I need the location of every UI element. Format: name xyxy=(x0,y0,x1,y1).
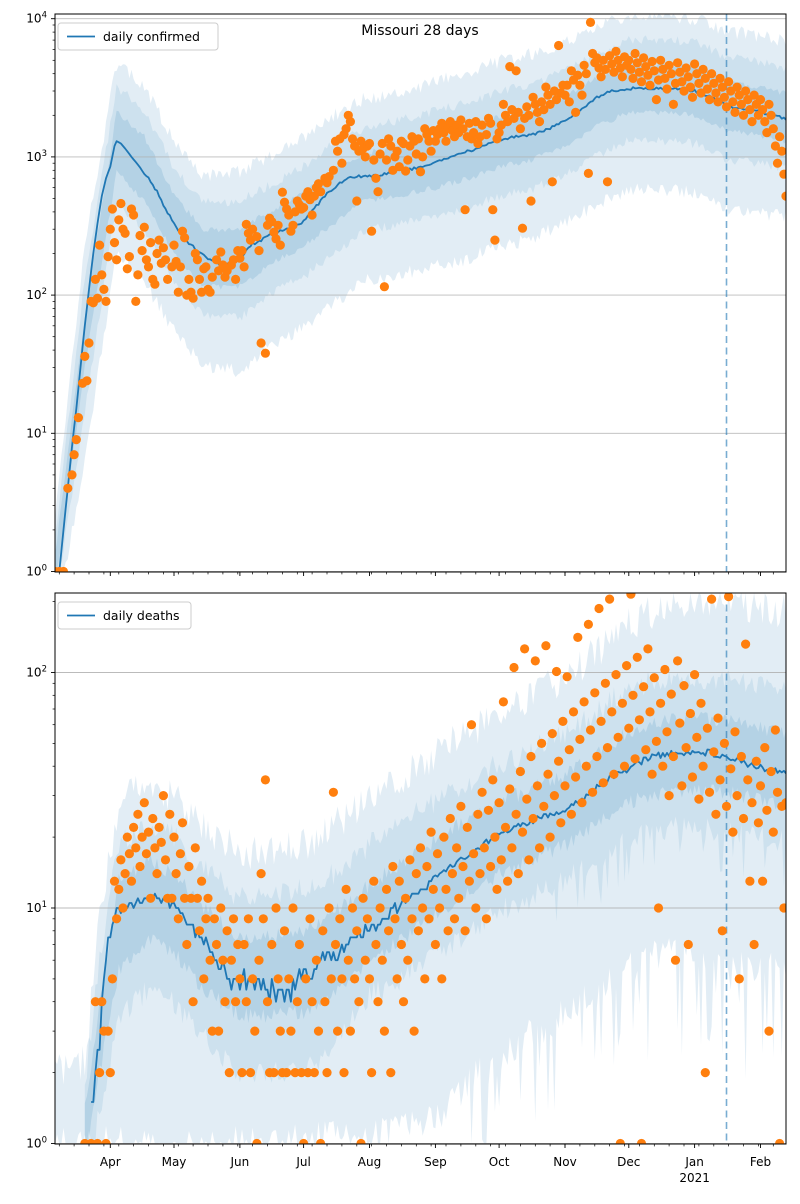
y-tick-label: 102 xyxy=(26,287,47,302)
y-tick-label: 101 xyxy=(26,900,47,915)
month-label: Nov xyxy=(553,1155,576,1169)
month-label: May xyxy=(162,1155,187,1169)
deaths-axes-frame xyxy=(54,592,787,1145)
y-tick-label: 100 xyxy=(26,1136,47,1151)
month-label: Aug xyxy=(358,1155,381,1169)
confirmed-axes-frame xyxy=(54,13,787,573)
legend-confirmed: daily confirmed xyxy=(57,22,219,51)
confirmed-scatter-points xyxy=(55,17,786,572)
y-tick-label: 104 xyxy=(26,11,47,26)
x-tick-labels: Apr May Jun Jul Aug Sep Oct Nov Dec Jan Feb 2021 xyxy=(100,1155,771,1185)
legend-label: daily deaths xyxy=(103,608,180,623)
confirmed-uncertainty-bands xyxy=(55,14,786,572)
month-label: Jan xyxy=(684,1155,704,1169)
legend-deaths: daily deaths xyxy=(57,601,192,630)
confirmed-axis-ticks: 100 101 102 103 104 xyxy=(26,11,774,579)
legend-label: daily confirmed xyxy=(103,29,200,44)
y-tick-label: 101 xyxy=(26,425,47,440)
chart-title: Missouri 28 days xyxy=(361,23,478,39)
deaths-uncertainty-bands xyxy=(55,593,786,1144)
y-tick-label: 102 xyxy=(26,665,47,680)
deaths-scatter-points xyxy=(80,593,786,1144)
confirmed-chart: 100 101 102 103 104 daily confirmed xyxy=(26,11,787,579)
deaths-chart: 100 101 102 Apr May Jun Jul Aug Sep Oct Nov Dec Jan F… xyxy=(26,592,787,1185)
deaths-band-outer xyxy=(55,593,786,1144)
month-label: Jul xyxy=(295,1155,310,1169)
month-label: Sep xyxy=(424,1155,447,1169)
deaths-axis-ticks: 100 101 102 xyxy=(26,601,774,1151)
y-tick-label: 100 xyxy=(26,564,47,579)
month-label: Oct xyxy=(489,1155,510,1169)
confirmed-band-inner xyxy=(55,61,786,572)
month-label: Apr xyxy=(100,1155,121,1169)
month-label: Jun xyxy=(230,1155,250,1169)
month-label: Dec xyxy=(617,1155,640,1169)
year-label: 2021 xyxy=(679,1171,710,1185)
month-label: Feb xyxy=(750,1155,771,1169)
confirmed-band-outer xyxy=(55,14,786,572)
y-tick-label: 103 xyxy=(26,149,47,164)
